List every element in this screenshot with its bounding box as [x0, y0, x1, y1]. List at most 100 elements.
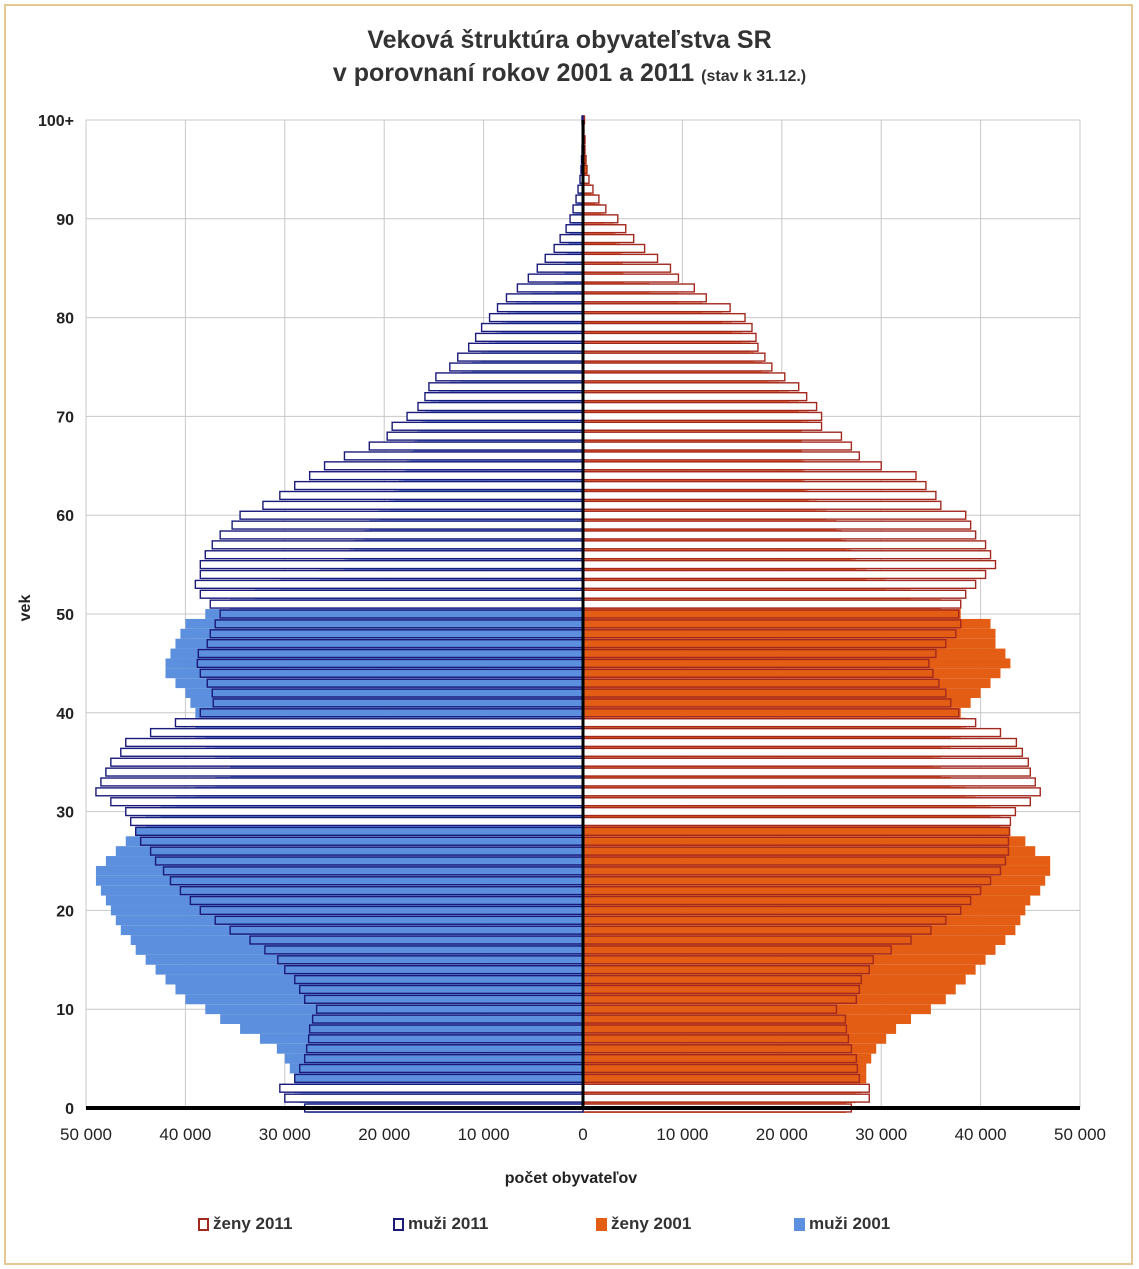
- bar-muzi-2011: [196, 658, 584, 669]
- bar-zeny-2011: [582, 461, 882, 471]
- bar-zeny-2011: [582, 905, 962, 916]
- bar-zeny-2011: [582, 915, 947, 925]
- bar-zeny-2011: [582, 1053, 858, 1064]
- bar-muzi-2001: [276, 1043, 583, 1054]
- bar-muzi-2001: [170, 648, 584, 659]
- bar-zeny-2011: [582, 974, 863, 985]
- bar-muzi-2011: [229, 925, 584, 935]
- bar-zeny-2001: [583, 618, 991, 629]
- bar-zeny-2011: [582, 253, 659, 263]
- bar-muzi-2011: [424, 392, 584, 402]
- bar-zeny-2001: [583, 826, 1011, 837]
- x-tick-label: 20 000: [358, 1125, 410, 1144]
- bar-muzi-2011: [311, 1014, 584, 1024]
- bar-muzi-2011: [553, 243, 584, 254]
- bar-zeny-2011: [582, 925, 932, 935]
- bar-muzi-2001: [125, 836, 583, 847]
- bar-muzi-2011: [206, 678, 584, 688]
- bar-muzi-2001: [190, 697, 583, 708]
- bar-zeny-2011: [582, 708, 960, 718]
- bar-muzi-2001: [240, 1024, 583, 1034]
- bar-zeny-2001: [583, 984, 956, 995]
- bar-zeny-2011: [582, 480, 927, 491]
- bar-zeny-2011: [582, 955, 874, 965]
- y-tick-label: 20: [56, 903, 74, 920]
- bar-zeny-2001: [583, 994, 946, 1005]
- bar-zeny-2011: [582, 540, 987, 550]
- bar-muzi-2001: [130, 935, 584, 945]
- bar-zeny-2011: [582, 421, 823, 431]
- bar-muzi-2001: [105, 856, 583, 866]
- bar-muzi-2011: [264, 945, 584, 955]
- bar-zeny-2011: [582, 500, 942, 510]
- bar-zeny-2011: [582, 441, 853, 451]
- y-tick-label: 70: [56, 409, 74, 426]
- bar-muzi-2011: [279, 490, 584, 501]
- bar-zeny-2001: [583, 915, 1021, 926]
- bar-zeny-2011: [582, 658, 930, 669]
- bar-muzi-2011: [467, 342, 584, 352]
- bar-muzi-2001: [175, 984, 583, 995]
- bar-zeny-2001: [583, 688, 981, 698]
- bar-muzi-2011: [209, 599, 584, 609]
- bar-muzi-2011: [277, 955, 584, 965]
- bar-zeny-2001: [583, 164, 587, 175]
- bar-muzi-2011: [406, 411, 584, 422]
- bar-zeny-2001: [583, 1024, 897, 1034]
- bar-muzi-2011: [130, 816, 584, 827]
- bar-muzi-2011: [174, 718, 584, 728]
- bar-zeny-2011: [582, 589, 967, 599]
- bar-zeny-2011: [582, 668, 934, 678]
- bar-zeny-2001: [583, 1033, 887, 1044]
- bar-muzi-2001: [180, 628, 583, 639]
- bar-muzi-2001: [294, 1073, 583, 1084]
- bar-zeny-2011: [582, 559, 997, 570]
- legend: ženy 2011 muži 2011 ženy 2001 muži 2001: [0, 1214, 1139, 1238]
- bar-zeny-2011: [582, 1044, 853, 1054]
- bar-zeny-2011: [582, 787, 1041, 797]
- bar-zeny-2001: [583, 865, 1051, 876]
- legend-item-zeny-2001: ženy 2001: [596, 1214, 691, 1234]
- bar-zeny-2011: [582, 678, 940, 688]
- bar-zeny-2001: [583, 1073, 867, 1084]
- x-tick-label: 50 000: [60, 1125, 112, 1144]
- bar-zeny-2001: [583, 697, 971, 708]
- bar-zeny-2001: [583, 638, 996, 649]
- legend-swatch-zeny-2011: [198, 1217, 209, 1231]
- bar-zeny-2001: [583, 935, 1006, 945]
- y-tick-label: 0: [65, 1101, 74, 1118]
- bar-muzi-2011: [110, 797, 584, 807]
- bar-muzi-2011: [417, 401, 584, 412]
- bar-zeny-2001: [583, 1063, 867, 1074]
- bar-muzi-2011: [284, 1093, 584, 1103]
- bar-zeny-2011: [582, 332, 757, 343]
- bar-muzi-2011: [307, 1034, 584, 1044]
- bar-zeny-2011: [582, 569, 987, 580]
- bar-muzi-2011: [368, 441, 584, 451]
- bar-zeny-2011: [582, 490, 937, 501]
- bar-zeny-2001: [583, 609, 961, 619]
- bar-muzi-2011: [134, 826, 584, 836]
- bar-muzi-2011: [303, 994, 584, 1004]
- x-tick-label: 40 000: [159, 1125, 211, 1144]
- bar-muzi-2011: [194, 579, 584, 589]
- bar-muzi-2011: [249, 935, 584, 945]
- bar-muzi-2001: [175, 678, 583, 689]
- bar-zeny-2011: [582, 471, 917, 481]
- bar-zeny-2001: [583, 846, 1036, 857]
- bar-muzi-2011: [565, 224, 584, 234]
- bar-zeny-2011: [582, 243, 646, 254]
- x-tick-label: 10 000: [458, 1125, 510, 1144]
- bar-muzi-2001: [100, 885, 583, 896]
- bar-zeny-2011: [582, 619, 962, 629]
- bar-muzi-2011: [505, 293, 584, 303]
- bar-muzi-2001: [195, 707, 583, 718]
- bar-zeny-2001: [583, 885, 1041, 896]
- bar-zeny-2011: [582, 1034, 850, 1044]
- bar-muzi-2011: [527, 273, 584, 283]
- bar-zeny-2011: [582, 233, 635, 244]
- bar-muzi-2001: [205, 609, 583, 619]
- bar-zeny-2011: [582, 1083, 870, 1093]
- bar-zeny-2011: [582, 629, 957, 639]
- chart-subtitle-main: v porovnaní rokov 2001 a 2011: [332, 59, 695, 87]
